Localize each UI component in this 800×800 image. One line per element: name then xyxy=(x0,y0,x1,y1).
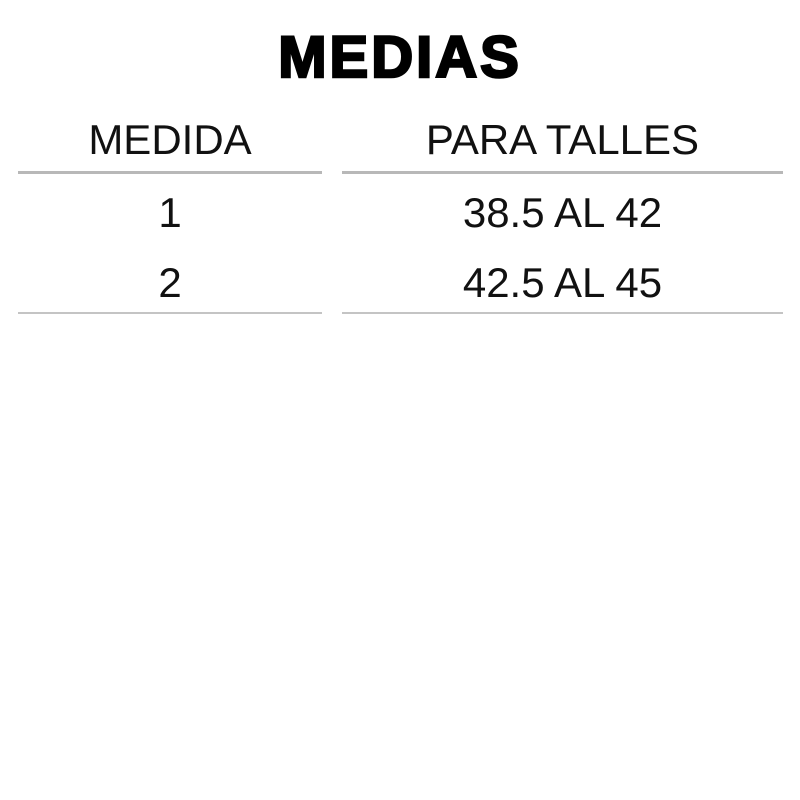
bottom-divider xyxy=(18,312,322,314)
cell-medida: 1 xyxy=(158,189,182,236)
cell-talles: 42.5 AL 45 xyxy=(462,259,663,306)
bottom-divider xyxy=(342,312,783,314)
header-medida: MEDIDA xyxy=(88,116,252,163)
cell-medida: 2 xyxy=(158,259,182,306)
header-divider xyxy=(342,171,783,174)
page-title: MEDIAS xyxy=(277,24,522,91)
cell-talles: 38.5 AL 42 xyxy=(462,189,663,236)
header-para-talles: PARA TALLES xyxy=(425,116,700,163)
header-divider xyxy=(18,171,322,174)
